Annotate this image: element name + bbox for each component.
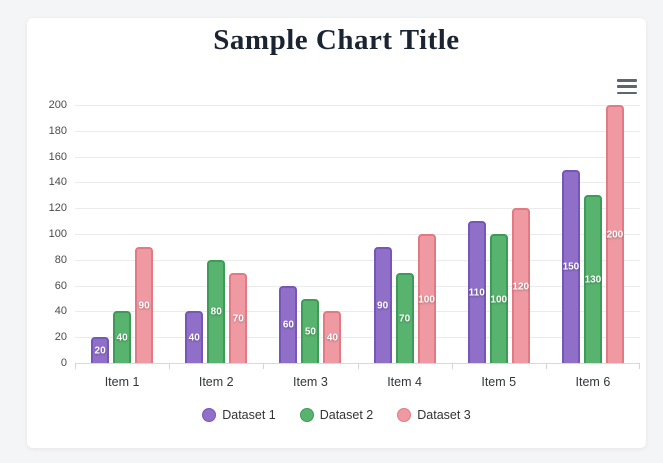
gridline <box>75 234 640 235</box>
y-tick-label: 0 <box>60 357 67 369</box>
y-tick-label: 180 <box>48 124 67 137</box>
x-axis-tick <box>639 363 640 369</box>
legend-label: Dataset 1 <box>222 408 276 422</box>
bar-value-label: 50 <box>304 326 316 338</box>
y-tick-label: 120 <box>48 202 67 215</box>
x-axis-tick <box>545 363 547 369</box>
bar-group-item-5: 110 100 120 <box>452 105 546 363</box>
y-tick-label: 80 <box>54 253 67 266</box>
gridline <box>75 156 640 158</box>
plot-area: 0 20 40 60 80 100 120 140 160 180 200 20 40 90 Item 1 4… <box>49 99 640 389</box>
legend-marker <box>299 408 314 422</box>
menu-line <box>617 79 637 82</box>
bar-value-label: 40 <box>326 332 338 344</box>
legend-item-dataset-2[interactable]: Dataset 2 <box>299 408 374 422</box>
bar-value-label: 90 <box>138 300 150 312</box>
legend-marker <box>202 408 217 422</box>
legend-label: Dataset 3 <box>417 408 471 422</box>
bar-group-item-6: 150 130 200 <box>546 105 640 363</box>
bar-dataset-1-item-3[interactable]: 60 <box>279 285 298 363</box>
y-tick-label: 200 <box>48 99 67 111</box>
bar-value-label: 110 <box>468 287 485 299</box>
bar-value-label: 200 <box>606 229 624 241</box>
bar-value-label: 120 <box>512 281 530 293</box>
bar-dataset-1-item-4[interactable]: 90 <box>373 246 392 363</box>
y-tick-label: 160 <box>48 150 67 163</box>
y-tick-label: 40 <box>54 305 67 318</box>
bar-dataset-1-item-6[interactable]: 150 <box>561 169 580 363</box>
bar-value-label: 40 <box>116 332 128 344</box>
hamburger-menu-icon[interactable] <box>617 79 637 94</box>
bar-dataset-3-item-6[interactable]: 200 <box>605 105 624 363</box>
x-axis-tick <box>169 363 171 369</box>
legend-item-dataset-1[interactable]: Dataset 1 <box>202 408 276 422</box>
x-axis-label-item-6: Item 6 <box>575 375 611 389</box>
bar-value-label: 90 <box>377 300 389 312</box>
gridline <box>75 311 640 313</box>
bar-dataset-2-item-3[interactable]: 50 <box>301 298 320 363</box>
bar-value-label: 70 <box>399 313 411 325</box>
y-tick-label: 100 <box>48 228 67 240</box>
bar-dataset-1-item-5[interactable]: 110 <box>467 221 486 363</box>
bar-dataset-3-item-5[interactable]: 120 <box>511 208 530 363</box>
x-axis-tick <box>263 363 265 369</box>
x-axis-label-item-2: Item 2 <box>198 375 234 389</box>
bar-group-item-4: 90 70 100 <box>358 105 452 363</box>
y-tick-label: 20 <box>54 331 67 344</box>
legend-label: Dataset 2 <box>319 408 374 422</box>
bar-dataset-1-item-2[interactable]: 40 <box>185 311 204 363</box>
gridline <box>75 182 640 184</box>
bar-group-item-1: 20 40 90 <box>75 105 169 363</box>
y-tick-label: 60 <box>54 279 67 292</box>
bar-dataset-3-item-3[interactable]: 40 <box>323 311 342 363</box>
bar-value-label: 20 <box>94 345 106 357</box>
x-axis-label-item-3: Item 3 <box>293 375 328 389</box>
gridline <box>75 105 640 106</box>
bar-value-label: 150 <box>562 261 580 273</box>
bar-value-label: 100 <box>490 294 508 305</box>
y-tick-label: 140 <box>48 176 67 189</box>
x-axis-tick <box>75 363 76 369</box>
legend-marker <box>397 408 412 422</box>
x-axis-label-item-4: Item 4 <box>387 375 422 389</box>
gridline <box>75 259 640 261</box>
gridline <box>75 130 640 132</box>
bar-dataset-3-item-4[interactable]: 100 <box>417 234 436 363</box>
bar-dataset-1-item-1[interactable]: 20 <box>91 337 110 363</box>
legend-item-dataset-3[interactable]: Dataset 3 <box>397 408 471 422</box>
menu-line <box>617 91 637 94</box>
bar-value-label: 40 <box>188 332 200 344</box>
bar-group-item-3: 60 50 40 <box>263 105 357 363</box>
bar-value-label: 70 <box>232 313 244 325</box>
gridline <box>75 285 640 287</box>
bar-value-label: 60 <box>282 319 294 331</box>
bar-value-label: 80 <box>210 306 222 318</box>
bar-dataset-2-item-1[interactable]: 40 <box>113 311 132 363</box>
bar-dataset-2-item-6[interactable]: 130 <box>583 195 602 363</box>
x-axis-tick <box>357 363 359 369</box>
gridline <box>75 208 640 210</box>
bar-value-label: 130 <box>584 274 602 286</box>
gridline <box>75 337 640 339</box>
x-axis-label-item-1: Item 1 <box>104 375 140 389</box>
x-axis-label-item-5: Item 5 <box>481 375 517 389</box>
chart-card: Sample Chart Title 0 20 40 60 80 100 120 140 160… <box>27 18 646 448</box>
bar-dataset-2-item-5[interactable]: 100 <box>489 234 508 363</box>
x-axis-tick <box>451 363 453 369</box>
bar-dataset-2-item-4[interactable]: 70 <box>395 272 414 363</box>
bar-value-label: 100 <box>418 294 435 305</box>
bar-group-item-2: 40 80 70 <box>169 105 263 363</box>
chart-title: Sample Chart Title <box>213 24 460 56</box>
bar-dataset-2-item-2[interactable]: 80 <box>207 259 226 363</box>
chart-legend: Dataset 1 Dataset 2 Dataset 3 <box>27 408 646 422</box>
bar-dataset-3-item-1[interactable]: 90 <box>135 246 154 363</box>
menu-line <box>617 85 637 88</box>
bar-dataset-3-item-2[interactable]: 70 <box>229 272 248 363</box>
